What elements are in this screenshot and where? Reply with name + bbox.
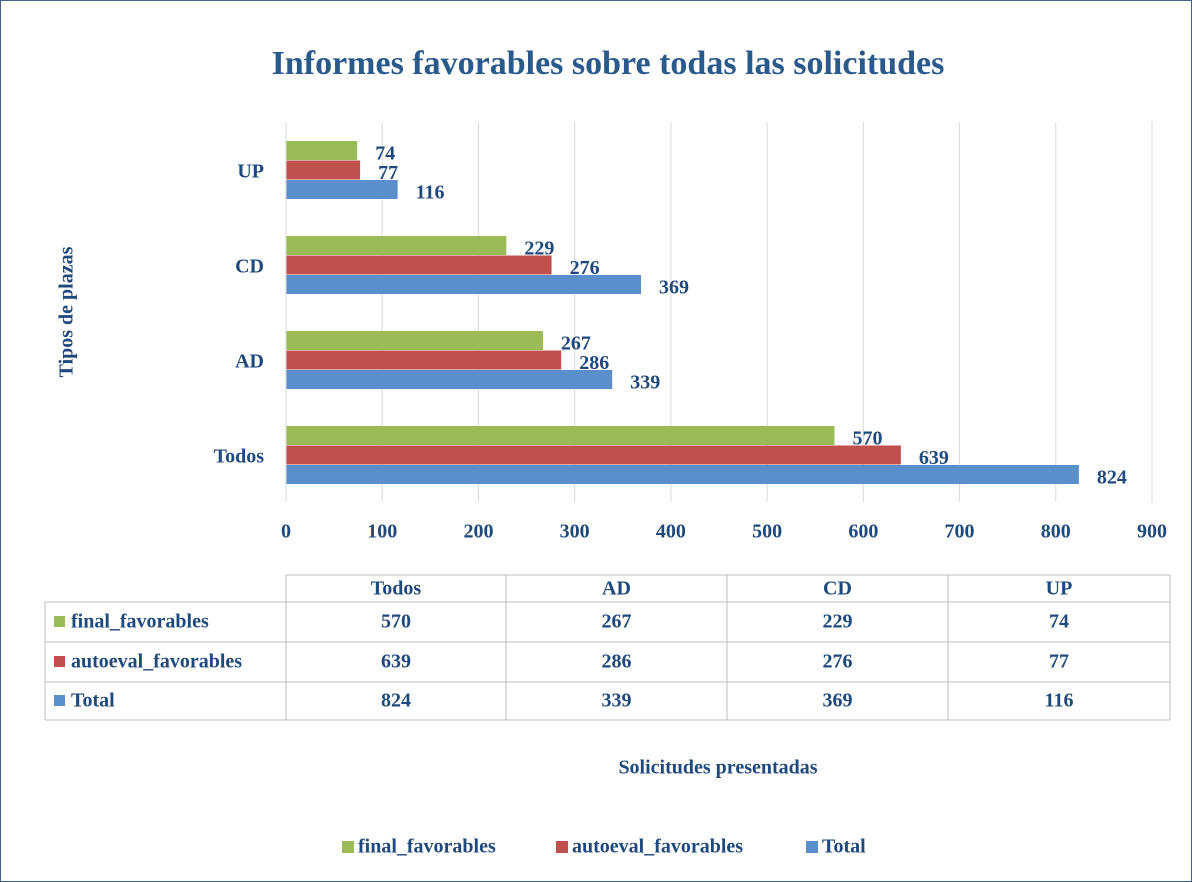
- data-label: 570: [852, 428, 882, 450]
- data-label: 74: [375, 143, 395, 165]
- legend-key: [342, 841, 354, 853]
- legend-key: [556, 841, 568, 853]
- table-cell: 74: [1049, 611, 1069, 633]
- x-tick-label: 800: [1041, 521, 1071, 543]
- data-label: 339: [630, 372, 660, 394]
- bar: [286, 426, 835, 445]
- table-row-label: Total: [71, 690, 115, 712]
- data-label: 77: [378, 162, 398, 184]
- x-tick-label: 900: [1137, 521, 1167, 543]
- table-header: CD: [823, 578, 852, 600]
- table-cell: 229: [823, 611, 853, 633]
- data-label: 639: [919, 447, 949, 469]
- legend-key: [806, 841, 818, 853]
- table-legend-key: [54, 656, 65, 667]
- x-tick-label: 300: [560, 521, 590, 543]
- x-tick-label: 600: [848, 521, 878, 543]
- bar: [286, 350, 562, 370]
- data-label: 267: [561, 333, 591, 355]
- x-tick-label: 100: [367, 521, 397, 543]
- table-cell: 276: [823, 651, 853, 673]
- bar: [286, 331, 543, 350]
- x-tick-label: 500: [752, 521, 782, 543]
- table-row-label: final_favorables: [71, 611, 209, 633]
- bar: [286, 465, 1079, 484]
- table-header: UP: [1046, 578, 1073, 600]
- legend-label: autoeval_favorables: [572, 836, 743, 858]
- table-cell: 116: [1045, 690, 1074, 712]
- table-legend-key: [54, 695, 65, 706]
- y-tick-label: Todos: [214, 446, 265, 468]
- legend-label: final_favorables: [358, 836, 496, 858]
- table-header: AD: [602, 578, 631, 600]
- data-label: 116: [416, 182, 445, 204]
- data-label: 824: [1097, 467, 1127, 489]
- chart-title: Informes favorables sobre todas las soli…: [272, 45, 945, 82]
- x-axis-label: Solicitudes presentadas: [618, 757, 817, 779]
- table-cell: 570: [381, 611, 411, 633]
- data-label: 286: [579, 352, 609, 374]
- bar: [286, 180, 398, 199]
- x-tick-label: 200: [463, 521, 493, 543]
- data-label: 369: [659, 277, 689, 299]
- y-tick-label: AD: [235, 351, 264, 373]
- table-cell: 639: [381, 651, 411, 673]
- table-cell: 369: [823, 690, 853, 712]
- table-cell: 339: [602, 690, 632, 712]
- legend-label: Total: [822, 836, 866, 858]
- table-cell: 267: [602, 611, 632, 633]
- x-tick-label: 400: [656, 521, 686, 543]
- table-header: Todos: [371, 578, 422, 600]
- y-tick-label: CD: [235, 256, 264, 278]
- y-axis-label: Tipos de plazas: [56, 246, 78, 377]
- data-label: 276: [570, 257, 600, 279]
- bar: [286, 236, 507, 255]
- y-tick-label: UP: [237, 161, 264, 183]
- bar: [286, 275, 642, 294]
- table-cell: 77: [1049, 651, 1069, 673]
- table-cell: 286: [602, 651, 632, 673]
- bar: [286, 370, 613, 389]
- x-tick-label: 0: [281, 521, 291, 543]
- table-row-label: autoeval_favorables: [71, 651, 242, 673]
- table-cell: 824: [381, 690, 411, 712]
- table-legend-key: [54, 616, 65, 627]
- bar: [286, 255, 552, 275]
- bar: [286, 160, 361, 180]
- data-label: 229: [524, 238, 554, 260]
- bar: [286, 141, 358, 160]
- bar: [286, 445, 901, 465]
- x-tick-label: 700: [945, 521, 975, 543]
